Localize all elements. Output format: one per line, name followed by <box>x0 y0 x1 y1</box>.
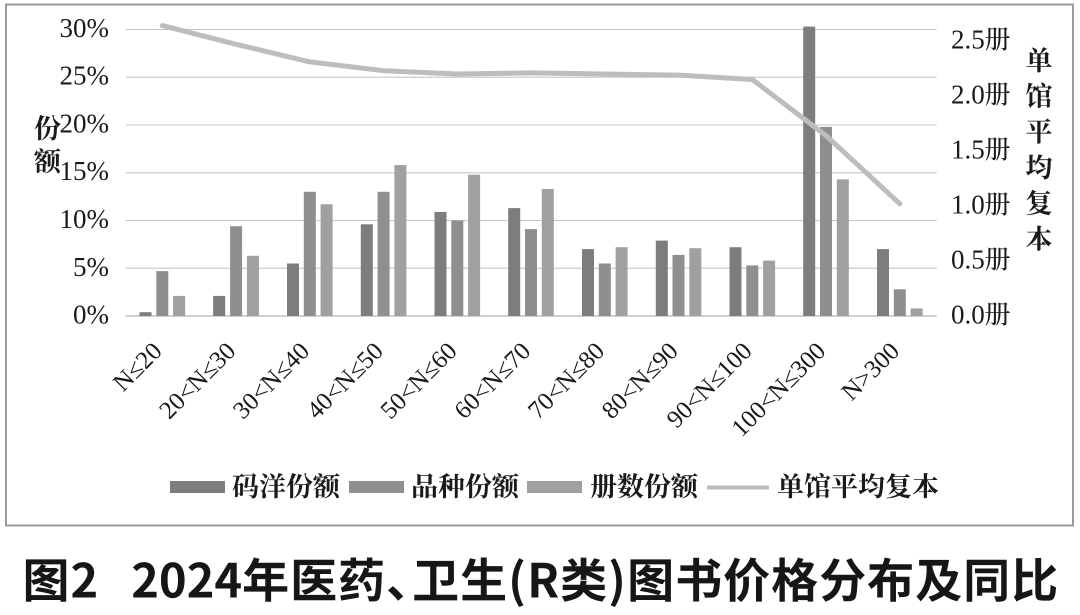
svg-text:15%: 15% <box>60 156 110 186</box>
svg-text:0.5: 0.5 <box>951 245 985 275</box>
svg-text:1.0: 1.0 <box>951 190 985 220</box>
svg-text:30%: 30% <box>60 13 110 43</box>
svg-text:10%: 10% <box>60 204 110 234</box>
svg-text:25%: 25% <box>60 61 110 91</box>
svg-text:20%: 20% <box>60 109 110 139</box>
svg-text:5%: 5% <box>73 252 109 282</box>
svg-text:1.5: 1.5 <box>951 135 985 165</box>
svg-text:2.5: 2.5 <box>951 25 985 55</box>
svg-text:0.0: 0.0 <box>951 300 985 330</box>
svg-text:0%: 0% <box>73 300 109 330</box>
svg-text:2.0: 2.0 <box>951 80 985 110</box>
